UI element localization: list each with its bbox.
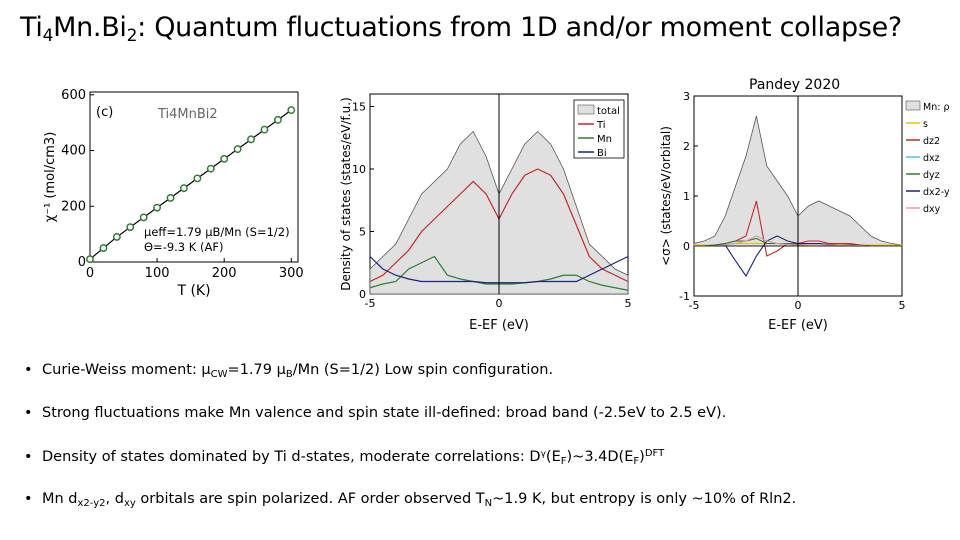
bullet-curie-weiss: • Curie-Weiss moment: μCW=1.79 μB/Mn (S=1… <box>24 362 554 380</box>
data-point <box>260 125 269 134</box>
legend-entry: s <box>923 119 928 130</box>
data-point <box>193 174 202 183</box>
susceptibility-plot: 0 100 200 300 0 200 400 600 (c) Ti4MnBi2 μeff=1… <box>43 88 304 299</box>
bullet-marker: • <box>24 362 33 378</box>
legend-entry: dx2-y2 <box>923 187 950 198</box>
data-point <box>220 154 229 163</box>
panel-label: (c) <box>96 105 113 120</box>
data-point <box>247 135 255 144</box>
citation-credit: Pandey 2020 <box>749 77 841 93</box>
y-tick-label: 15 <box>352 101 366 114</box>
compound-label: Ti4MnBi2 <box>157 107 218 122</box>
y-tick-label: 0 <box>683 240 690 253</box>
bullet-fluctuations: • Strong fluctuations make Mn valence and… <box>24 405 727 421</box>
x-axis-label: E-EF (eV) <box>469 318 529 333</box>
x-tick-label: 5 <box>625 297 632 310</box>
data-point <box>139 213 148 222</box>
data-point <box>166 193 175 202</box>
bullet-marker: • <box>24 405 33 421</box>
legend: total Ti Mn Bi <box>573 99 625 159</box>
y-tick-label: 0 <box>359 288 366 301</box>
data-point <box>206 164 215 173</box>
data-point <box>86 255 94 264</box>
data-point <box>99 244 108 253</box>
legend-entry: dyz <box>923 170 940 181</box>
x-tick-label: -5 <box>689 299 700 312</box>
x-tick-label: -5 <box>365 297 376 310</box>
y-tick-label: 1 <box>683 190 690 203</box>
x-tick-label: 300 <box>279 266 304 281</box>
data-point <box>112 232 121 241</box>
y-tick-label: 5 <box>359 226 366 239</box>
x-tick-label: 0 <box>795 299 802 312</box>
legend-entry: dxz <box>923 153 940 164</box>
data-point <box>126 223 135 232</box>
y-axis-label: Density of states (states/eV/f.u.) <box>339 97 353 291</box>
y-tick-label: 400 <box>61 144 86 159</box>
orbital-moment-plot: -5 0 5 -1 0 1 2 3 Mn: ρ s dz2 dxz dyz dx2-y2 dxy E-EF… <box>659 90 950 333</box>
legend-swatch <box>905 100 921 111</box>
x-tick-label: 0 <box>86 266 94 281</box>
legend-entry: Ti <box>596 120 606 131</box>
series-rho-area <box>693 115 903 247</box>
x-tick-label: 100 <box>145 266 170 281</box>
y-tick-label: 10 <box>352 163 366 176</box>
legend: Mn: ρ s dz2 dxz dyz dx2-y2 dxy <box>905 100 950 215</box>
fit-annotation-moment: μeff=1.79 μB/Mn (S=1/2) <box>144 225 290 239</box>
x-tick-label: 0 <box>496 297 503 310</box>
x-tick-label: 5 <box>899 299 906 312</box>
bullet-spin-polarized: • Mn dx2-y2, dxy orbitals are spin polari… <box>24 491 797 509</box>
bullet-marker: • <box>24 449 33 465</box>
x-tick-label: 200 <box>212 266 237 281</box>
y-tick-label: 600 <box>61 88 86 103</box>
page-title: Ti4Mn.Bi2: Quantum fluctuations from 1D … <box>20 12 902 46</box>
bullet-marker: • <box>24 491 33 507</box>
x-axis-label: T (K) <box>176 283 210 299</box>
data-point <box>273 115 282 124</box>
bullet-density-of-states: • Density of states dominated by Ti d-sta… <box>24 448 665 467</box>
fit-annotation-theta: Θ=-9.3 K (AF) <box>144 240 223 254</box>
data-point <box>233 145 242 154</box>
legend-entry: Bi <box>597 148 607 159</box>
legend-swatch <box>577 104 595 115</box>
fit-line <box>89 109 292 260</box>
data-point <box>287 106 296 115</box>
y-tick-label: 0 <box>78 255 86 270</box>
legend-entry: Mn <box>597 134 612 145</box>
y-axis-label: χ⁻¹ (mol/cm3) <box>43 132 58 223</box>
y-axis-label: <σ> (states/eV/orbital) <box>659 126 673 266</box>
legend-entry: Mn: ρ <box>923 102 949 113</box>
legend-entry: dz2 <box>923 136 940 147</box>
y-tick-label: 2 <box>683 140 690 153</box>
y-tick-label: -1 <box>679 290 690 303</box>
legend-entry: total <box>597 106 620 117</box>
data-point <box>153 203 162 212</box>
data-point <box>179 184 188 193</box>
y-tick-label: 3 <box>683 90 690 103</box>
legend-entry: dxy <box>923 204 941 215</box>
y-tick-label: 200 <box>61 199 86 214</box>
x-axis-label: E-EF (eV) <box>768 318 828 333</box>
